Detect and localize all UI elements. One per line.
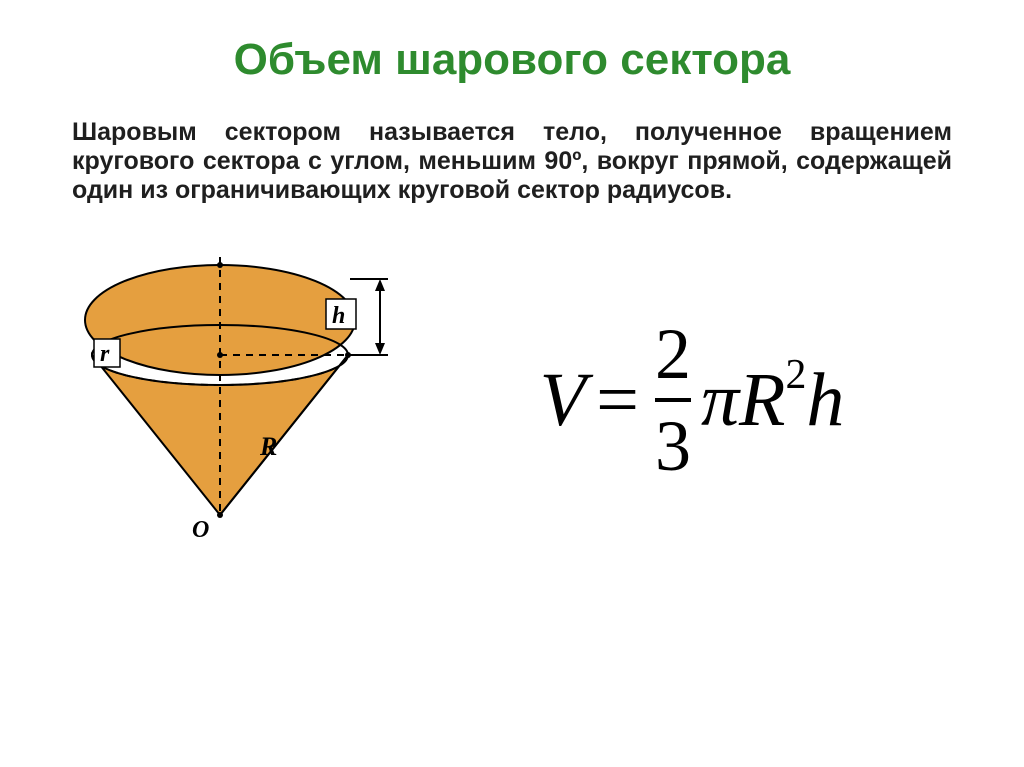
svg-text:R: R: [259, 432, 277, 461]
content-row: h r R O V = 2 3 π R 2 h: [0, 205, 1024, 565]
svg-text:r: r: [100, 341, 110, 367]
svg-text:h: h: [332, 303, 345, 329]
definition-text: Шаровым сектором называется тело, получе…: [72, 118, 952, 204]
formula-exp: 2: [785, 351, 806, 399]
page-title: Объем шарового сектора: [0, 0, 1024, 84]
fraction-bar: [655, 398, 691, 402]
definition-paragraph: Шаровым сектором называется тело, получе…: [0, 84, 1024, 205]
formula-fraction: 2 3: [655, 318, 691, 482]
formula-num: 2: [655, 318, 691, 390]
volume-formula: V = 2 3 π R 2 h: [420, 318, 964, 482]
diagram-svg: h r R O: [60, 235, 420, 565]
formula-den: 3: [655, 410, 691, 482]
formula-h: h: [806, 357, 844, 444]
formula-pi: π: [701, 357, 739, 444]
spherical-sector-diagram: h r R O: [60, 235, 420, 565]
formula-R: R: [739, 357, 785, 444]
formula-V: V: [540, 357, 586, 444]
svg-text:O: O: [192, 517, 209, 543]
title-text: Объем шарового сектора: [234, 35, 791, 84]
diagram-svg-wrap: h r R O: [60, 235, 420, 565]
formula-eq: =: [596, 357, 639, 444]
